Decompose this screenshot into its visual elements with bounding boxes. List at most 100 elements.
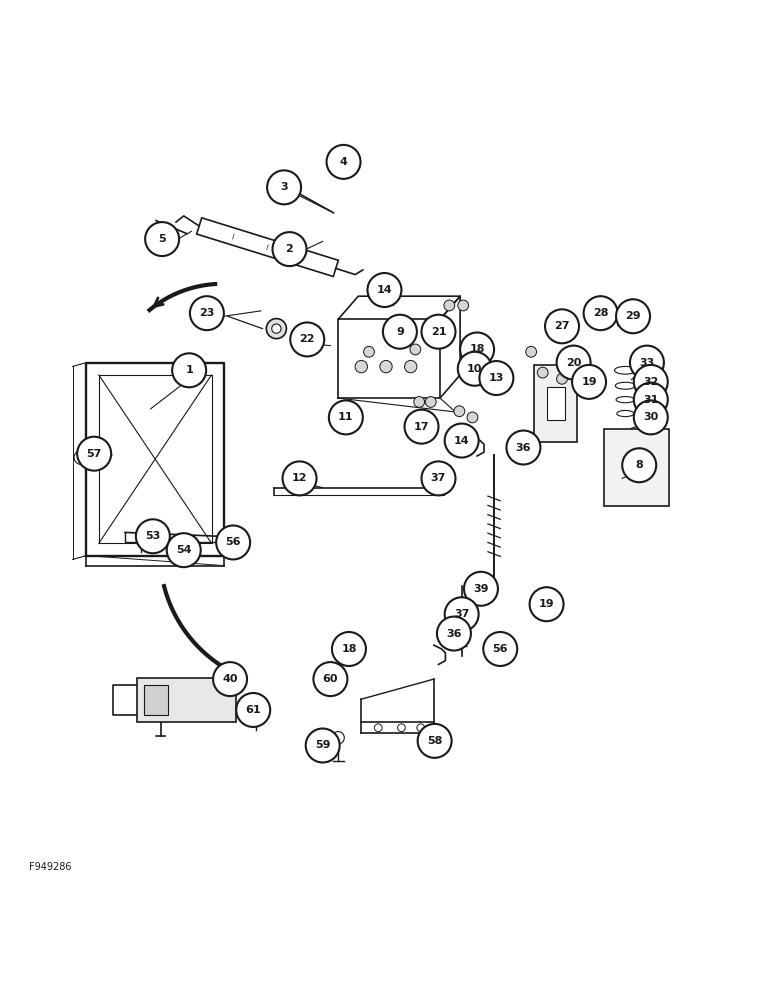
Text: 14: 14 <box>377 285 392 295</box>
Text: 9: 9 <box>396 327 404 337</box>
Circle shape <box>545 309 579 343</box>
Text: 19: 19 <box>581 377 597 387</box>
Circle shape <box>458 352 492 386</box>
Text: 20: 20 <box>566 358 581 368</box>
Circle shape <box>380 360 392 373</box>
Text: 56: 56 <box>225 537 241 547</box>
Circle shape <box>306 729 340 762</box>
Circle shape <box>329 400 363 434</box>
Text: 13: 13 <box>489 373 504 383</box>
Circle shape <box>398 724 405 732</box>
Text: 2: 2 <box>286 244 293 254</box>
Bar <box>534 365 577 442</box>
Circle shape <box>327 145 361 179</box>
Circle shape <box>467 412 478 423</box>
Circle shape <box>283 461 317 495</box>
Circle shape <box>425 397 436 407</box>
Circle shape <box>405 410 438 444</box>
Circle shape <box>483 632 517 666</box>
Circle shape <box>506 431 540 464</box>
Circle shape <box>557 373 567 384</box>
Circle shape <box>584 296 618 330</box>
Circle shape <box>167 533 201 567</box>
Text: 21: 21 <box>431 327 446 337</box>
Circle shape <box>479 361 513 395</box>
Circle shape <box>364 346 374 357</box>
Text: 4: 4 <box>340 157 347 167</box>
Circle shape <box>74 451 88 464</box>
Text: 57: 57 <box>86 449 102 459</box>
Circle shape <box>417 724 425 732</box>
Circle shape <box>537 367 548 378</box>
Text: 61: 61 <box>245 705 261 715</box>
Circle shape <box>460 332 494 366</box>
Circle shape <box>272 324 281 333</box>
Bar <box>144 685 168 715</box>
Circle shape <box>172 353 206 387</box>
Circle shape <box>367 273 401 307</box>
Circle shape <box>332 732 344 744</box>
Bar <box>604 429 669 506</box>
Text: 40: 40 <box>222 674 238 684</box>
Circle shape <box>77 437 111 471</box>
Text: 56: 56 <box>493 644 508 654</box>
Circle shape <box>418 724 452 758</box>
Text: 27: 27 <box>554 321 570 331</box>
Circle shape <box>374 724 382 732</box>
Circle shape <box>616 299 650 333</box>
Text: 39: 39 <box>473 584 489 594</box>
Circle shape <box>355 360 367 373</box>
Text: 10: 10 <box>467 364 482 374</box>
Text: 23: 23 <box>199 308 215 318</box>
Circle shape <box>213 662 247 696</box>
Circle shape <box>236 693 270 727</box>
Circle shape <box>216 525 250 559</box>
Text: 59: 59 <box>315 740 330 750</box>
Circle shape <box>383 315 417 349</box>
Circle shape <box>622 448 656 482</box>
Circle shape <box>410 344 421 355</box>
Circle shape <box>530 587 564 621</box>
Text: 8: 8 <box>635 460 643 470</box>
Text: 31: 31 <box>643 395 659 405</box>
Circle shape <box>422 461 455 495</box>
Circle shape <box>136 519 170 553</box>
Circle shape <box>526 346 537 357</box>
Text: 54: 54 <box>176 545 191 555</box>
Circle shape <box>267 170 301 204</box>
Text: 29: 29 <box>625 311 641 321</box>
Text: 28: 28 <box>593 308 608 318</box>
Text: 19: 19 <box>539 599 554 609</box>
Circle shape <box>572 365 606 399</box>
Circle shape <box>422 315 455 349</box>
Text: 18: 18 <box>469 344 485 354</box>
Text: 32: 32 <box>643 377 659 387</box>
Text: 37: 37 <box>454 609 469 619</box>
Text: 30: 30 <box>643 412 659 422</box>
Circle shape <box>630 346 664 380</box>
Circle shape <box>313 662 347 696</box>
Text: 58: 58 <box>427 736 442 746</box>
Circle shape <box>464 572 498 606</box>
Text: 3: 3 <box>280 182 288 192</box>
Text: 11: 11 <box>338 412 354 422</box>
Circle shape <box>569 367 580 378</box>
Text: 18: 18 <box>341 644 357 654</box>
Circle shape <box>405 360 417 373</box>
Circle shape <box>332 632 366 666</box>
Circle shape <box>458 300 469 311</box>
Circle shape <box>557 346 591 380</box>
Circle shape <box>454 406 465 417</box>
Bar <box>137 678 236 722</box>
Text: 60: 60 <box>323 674 338 684</box>
Text: 36: 36 <box>446 629 462 639</box>
Circle shape <box>190 296 224 330</box>
Text: 36: 36 <box>516 443 531 453</box>
Circle shape <box>445 424 479 458</box>
Text: 17: 17 <box>414 422 429 432</box>
Circle shape <box>634 383 668 417</box>
Bar <box>547 387 565 420</box>
Circle shape <box>414 397 425 407</box>
Circle shape <box>273 232 306 266</box>
Text: 1: 1 <box>185 365 193 375</box>
